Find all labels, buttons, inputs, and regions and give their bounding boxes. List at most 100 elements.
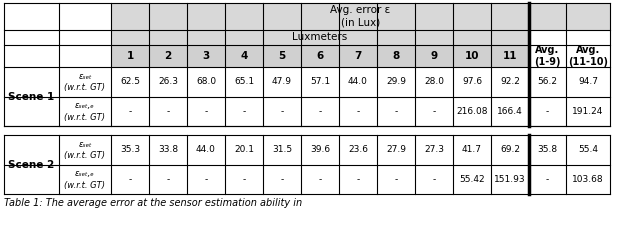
Bar <box>529 165 566 194</box>
Bar <box>301 135 339 165</box>
Bar <box>149 45 187 67</box>
Text: 4: 4 <box>240 51 248 61</box>
Bar <box>301 97 339 126</box>
Text: -: - <box>356 175 360 184</box>
Text: Avg.
(1-9): Avg. (1-9) <box>534 45 561 67</box>
Bar <box>377 135 415 165</box>
Bar <box>453 135 491 165</box>
Bar <box>4 135 59 194</box>
Bar <box>225 135 263 165</box>
Bar <box>453 45 491 67</box>
Text: 33.8: 33.8 <box>158 145 178 155</box>
Text: 23.6: 23.6 <box>348 145 368 155</box>
Text: -: - <box>166 107 170 116</box>
Bar <box>111 3 610 30</box>
Bar <box>566 135 610 165</box>
Text: εₛₑₜ
(w.r.t. GT): εₛₑₜ (w.r.t. GT) <box>65 72 106 92</box>
Bar <box>149 67 187 97</box>
Text: Avg.
(11-10): Avg. (11-10) <box>568 45 608 67</box>
Text: 27.3: 27.3 <box>424 145 444 155</box>
Text: 62.5: 62.5 <box>120 78 140 86</box>
Bar <box>415 67 453 97</box>
Text: -: - <box>280 175 284 184</box>
Text: -: - <box>318 175 322 184</box>
Bar <box>59 135 111 165</box>
Text: εₛₑₜ,ₑ
(w.r.t. GT): εₛₑₜ,ₑ (w.r.t. GT) <box>65 102 106 121</box>
Bar <box>301 45 339 67</box>
Text: 29.9: 29.9 <box>386 78 406 86</box>
Text: 47.9: 47.9 <box>272 78 292 86</box>
Text: 41.7: 41.7 <box>462 145 482 155</box>
Bar <box>59 165 111 194</box>
Text: 94.7: 94.7 <box>578 78 598 86</box>
Text: 27.9: 27.9 <box>386 145 406 155</box>
Bar <box>187 135 225 165</box>
Bar <box>301 67 339 97</box>
Text: 2: 2 <box>164 51 172 61</box>
Bar <box>149 165 187 194</box>
Text: 65.1: 65.1 <box>234 78 254 86</box>
Bar <box>529 45 566 67</box>
Bar <box>339 165 377 194</box>
Bar <box>529 97 566 126</box>
Bar <box>566 30 610 45</box>
Text: -: - <box>204 107 207 116</box>
Text: Scene 2: Scene 2 <box>8 160 54 169</box>
Text: 44.0: 44.0 <box>348 78 368 86</box>
Bar <box>4 30 111 45</box>
Text: 6: 6 <box>316 51 324 61</box>
Text: 69.2: 69.2 <box>500 145 520 155</box>
Text: 1: 1 <box>126 51 134 61</box>
Bar <box>566 97 610 126</box>
Bar <box>415 97 453 126</box>
Text: Avg. error ε
(in Lux): Avg. error ε (in Lux) <box>330 5 390 28</box>
Text: 166.4: 166.4 <box>497 107 523 116</box>
Bar <box>263 67 301 97</box>
Text: 191.24: 191.24 <box>572 107 604 116</box>
Bar <box>566 67 610 97</box>
Bar <box>453 97 491 126</box>
Text: -: - <box>433 107 436 116</box>
Text: -: - <box>280 107 284 116</box>
Bar <box>339 45 377 67</box>
Bar <box>59 67 111 97</box>
Bar <box>301 165 339 194</box>
Text: -: - <box>129 107 132 116</box>
Text: 35.8: 35.8 <box>538 145 557 155</box>
Bar <box>187 67 225 97</box>
Bar <box>149 97 187 126</box>
Bar <box>377 97 415 126</box>
Bar <box>187 45 225 67</box>
Text: 92.2: 92.2 <box>500 78 520 86</box>
Bar <box>111 97 149 126</box>
Text: 151.93: 151.93 <box>494 175 526 184</box>
Bar <box>111 165 149 194</box>
Text: 44.0: 44.0 <box>196 145 216 155</box>
Bar <box>377 45 415 67</box>
Text: 7: 7 <box>355 51 362 61</box>
Bar <box>529 135 566 165</box>
Text: -: - <box>204 175 207 184</box>
Bar <box>491 45 529 67</box>
Bar <box>453 67 491 97</box>
Text: -: - <box>546 107 549 116</box>
Bar <box>111 30 529 45</box>
Bar <box>491 97 529 126</box>
Text: -: - <box>394 107 397 116</box>
Text: 11: 11 <box>503 51 517 61</box>
Text: Scene 1: Scene 1 <box>8 91 54 102</box>
Bar <box>339 97 377 126</box>
Bar <box>453 165 491 194</box>
Bar <box>377 67 415 97</box>
Text: 39.6: 39.6 <box>310 145 330 155</box>
Bar <box>225 97 263 126</box>
Text: Luxmeters: Luxmeters <box>292 32 348 42</box>
Bar <box>225 165 263 194</box>
Bar <box>149 135 187 165</box>
Text: 28.0: 28.0 <box>424 78 444 86</box>
Text: εₛₑₜ
(w.r.t. GT): εₛₑₜ (w.r.t. GT) <box>65 140 106 160</box>
Text: εₛₑₜ,ₑ
(w.r.t. GT): εₛₑₜ,ₑ (w.r.t. GT) <box>65 169 106 190</box>
Bar <box>263 135 301 165</box>
Text: -: - <box>433 175 436 184</box>
Bar <box>187 165 225 194</box>
